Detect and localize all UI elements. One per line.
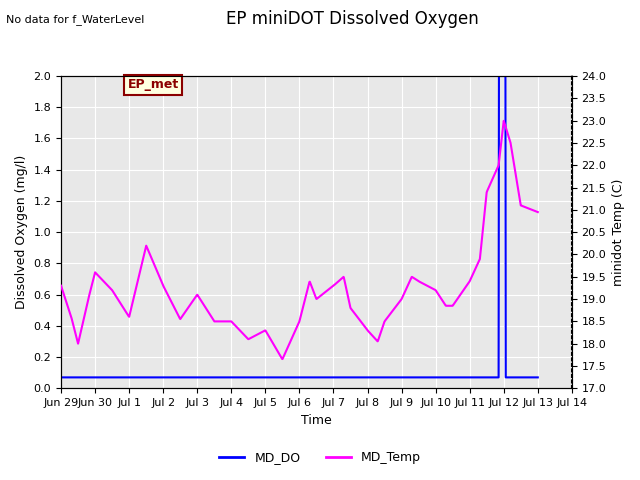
Text: EP miniDOT Dissolved Oxygen: EP miniDOT Dissolved Oxygen bbox=[226, 10, 478, 28]
Text: No data for f_WaterLevel: No data for f_WaterLevel bbox=[6, 14, 145, 25]
Legend: MD_DO, MD_Temp: MD_DO, MD_Temp bbox=[214, 446, 426, 469]
Y-axis label: Dissolved Oxygen (mg/l): Dissolved Oxygen (mg/l) bbox=[15, 155, 28, 309]
Y-axis label: minidot Temp (C): minidot Temp (C) bbox=[612, 179, 625, 286]
X-axis label: Time: Time bbox=[301, 414, 332, 427]
Text: EP_met: EP_met bbox=[127, 79, 179, 92]
